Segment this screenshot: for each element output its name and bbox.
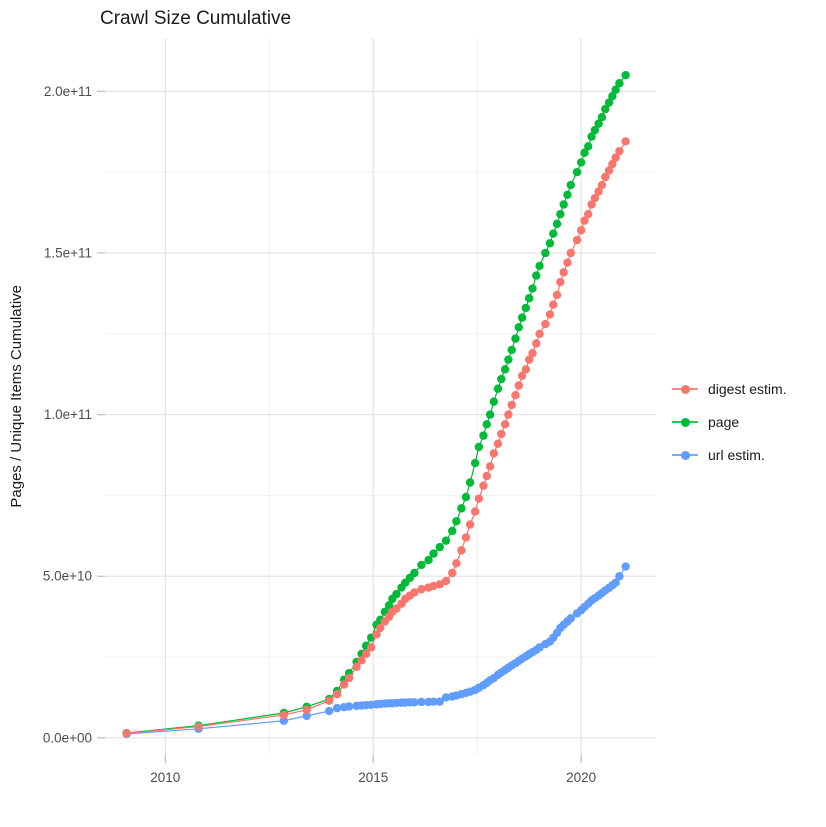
legend-label-url-estim: url estim. — [708, 446, 765, 463]
y-axis-title-text: Pages / Unique Items Cumulative — [8, 285, 25, 508]
y-tick-label: 5.0e+10 — [43, 569, 92, 584]
y-tick-label: 1.5e+11 — [44, 245, 92, 260]
x-tick-label: 2010 — [150, 770, 180, 785]
legend-item-digest-estim: digest estim. — [672, 372, 787, 405]
y-tick-label: 1.0e+11 — [44, 407, 92, 422]
x-tick-label: 2015 — [358, 770, 388, 785]
legend-item-url-estim: url estim. — [672, 438, 787, 471]
legend-item-page: page — [672, 405, 787, 438]
digest-estim-key-icon — [672, 384, 698, 394]
y-tick-label: 2.0e+11 — [44, 84, 92, 99]
legend-label-digest-estim: digest estim. — [708, 380, 787, 397]
url-estim-key-icon — [672, 450, 698, 460]
y-axis-title: Pages / Unique Items Cumulative — [8, 38, 25, 755]
page-key-icon — [672, 417, 698, 427]
x-tick-label: 2020 — [566, 770, 596, 785]
chart-title: Crawl Size Cumulative — [100, 8, 292, 29]
legend-label-page: page — [708, 413, 740, 430]
legend: digest estim. page url estim. — [672, 372, 787, 471]
y-tick-label: 0.0e+00 — [43, 730, 92, 745]
